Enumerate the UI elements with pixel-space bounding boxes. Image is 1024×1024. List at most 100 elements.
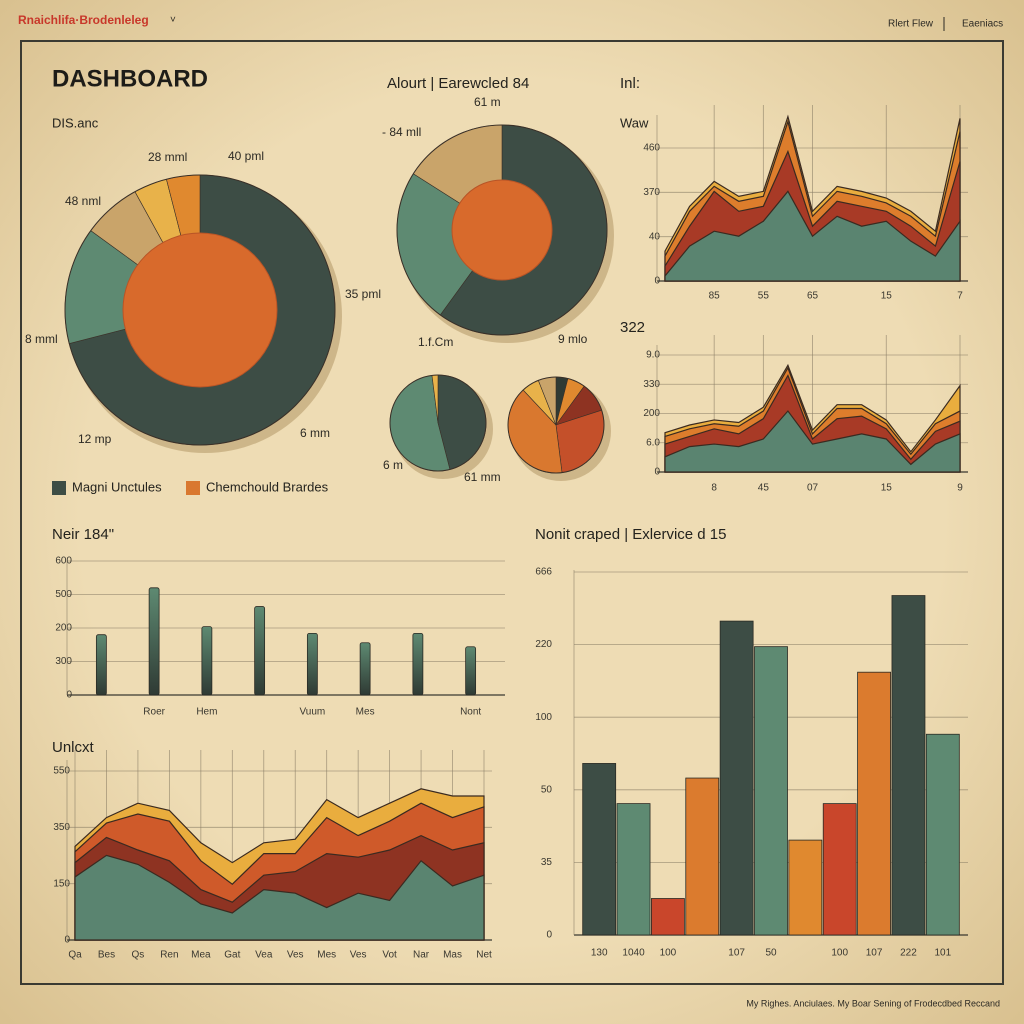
y-tick-label: 100 xyxy=(535,712,552,723)
x-tick-label: Mas xyxy=(443,950,462,961)
x-tick-label: Roer xyxy=(143,707,165,718)
bar xyxy=(891,595,926,936)
x-tick-label: 100 xyxy=(831,948,848,959)
bar xyxy=(685,777,720,936)
x-tick-label: Gat xyxy=(224,950,240,961)
x-tick-label: 45 xyxy=(758,483,770,494)
x-tick-label: 222 xyxy=(900,948,917,959)
x-tick-label: 130 xyxy=(591,948,608,959)
bar xyxy=(201,626,213,696)
slice-annotation: 28 mml xyxy=(148,150,187,164)
y-tick-label: 0 xyxy=(654,276,660,287)
legend-swatch xyxy=(186,481,200,495)
pie-center xyxy=(451,179,553,281)
slice-annotation: 8 mml xyxy=(25,332,58,346)
y-tick-label: 330 xyxy=(643,379,660,390)
y-tick-label: 460 xyxy=(643,143,660,154)
pie-outline xyxy=(396,124,608,336)
x-tick-label: Ves xyxy=(350,950,367,961)
chart-subtitle: DIS.anc xyxy=(52,115,99,130)
y-tick-label: 35 xyxy=(541,857,553,868)
x-tick-label: 07 xyxy=(807,483,819,494)
bar xyxy=(465,646,477,696)
x-tick-label: Nont xyxy=(460,707,481,718)
bar xyxy=(359,642,371,696)
x-tick-label: Bes xyxy=(98,950,115,961)
slice-annotation: 40 pml xyxy=(228,149,264,163)
bar xyxy=(822,803,857,936)
y-tick-label: 370 xyxy=(643,187,660,198)
x-tick-label: 107 xyxy=(866,948,883,959)
x-tick-label: Vea xyxy=(255,950,273,961)
y-tick-label: 300 xyxy=(55,656,72,667)
bar xyxy=(412,632,424,696)
y-tick-label: 550 xyxy=(53,766,70,777)
slice-annotation: 12 mp xyxy=(78,432,112,446)
y-tick-label: 666 xyxy=(535,567,552,578)
x-tick-label: Qs xyxy=(132,950,145,961)
slice-annotation: 61 m xyxy=(474,95,501,109)
x-tick-label: 15 xyxy=(881,483,893,494)
nav-link[interactable]: Eaeniacs xyxy=(962,19,1003,30)
x-tick-label: Vuum xyxy=(299,707,325,718)
x-tick-label: 1040 xyxy=(622,948,645,959)
y-tick-label: 50 xyxy=(541,784,553,795)
y-tick-label: 0 xyxy=(654,467,660,478)
chart-title: Neir 184" xyxy=(52,526,114,543)
bar xyxy=(254,606,266,696)
y-tick-label: 150 xyxy=(53,878,70,889)
bar xyxy=(616,803,651,936)
slice-annotation: 61 mm xyxy=(464,470,501,484)
bar xyxy=(925,733,960,936)
brand-caret: ˅ xyxy=(170,15,176,26)
footer: My Righes. Anciulaes. My Boar Sening of … xyxy=(746,998,1000,1008)
x-tick-label: Qa xyxy=(68,950,82,961)
slice-annotation: 48 nml xyxy=(65,194,101,208)
brand: Rnaichlifa·Brodenleleg xyxy=(18,13,149,27)
x-tick-label: 15 xyxy=(881,291,893,302)
x-tick-label: 101 xyxy=(934,948,951,959)
slice-annotation: 35 pml xyxy=(345,287,381,301)
chart-title: Inl: xyxy=(620,75,640,92)
x-tick-label: Net xyxy=(476,950,492,961)
chart-subtitle: Waw xyxy=(620,115,649,130)
pie-outline xyxy=(507,376,605,474)
chart-title: Unlcxt xyxy=(52,739,95,756)
bar xyxy=(582,763,617,936)
area-layer xyxy=(74,854,485,941)
bar xyxy=(857,671,891,936)
y-tick-label: 0 xyxy=(66,690,72,701)
x-tick-label: 107 xyxy=(728,948,745,959)
y-tick-label: 0 xyxy=(546,930,552,941)
y-tick-label: 350 xyxy=(53,822,70,833)
legend-label: Magni Unctules xyxy=(72,479,162,494)
y-tick-label: 600 xyxy=(55,556,72,567)
x-tick-label: 100 xyxy=(660,948,677,959)
slice-annotation: 1.f.Cm xyxy=(418,335,453,349)
frame xyxy=(20,40,1004,985)
bar xyxy=(651,898,685,936)
legend-label: Chemchould Brardes xyxy=(206,479,329,494)
chart-title: 322 xyxy=(620,319,645,336)
x-tick-label: 9 xyxy=(957,483,963,494)
bar xyxy=(148,587,160,696)
bar xyxy=(754,646,788,936)
y-tick-label: 200 xyxy=(643,408,660,419)
y-tick-label: 6.0 xyxy=(646,437,660,448)
pie-outline xyxy=(389,374,487,472)
pie-center xyxy=(122,232,278,388)
x-tick-label: 85 xyxy=(709,291,721,302)
slice-annotation: 6 mm xyxy=(300,426,330,440)
pie-outline xyxy=(64,174,336,446)
y-tick-label: 9.0 xyxy=(646,350,660,361)
y-tick-label: 200 xyxy=(55,623,72,634)
nav-link[interactable]: Rlert Flew xyxy=(888,19,934,30)
x-tick-label: 7 xyxy=(957,291,963,302)
area-layer xyxy=(664,410,961,473)
legend-swatch xyxy=(52,481,66,495)
x-tick-label: 55 xyxy=(758,291,770,302)
x-tick-label: Ren xyxy=(160,950,178,961)
